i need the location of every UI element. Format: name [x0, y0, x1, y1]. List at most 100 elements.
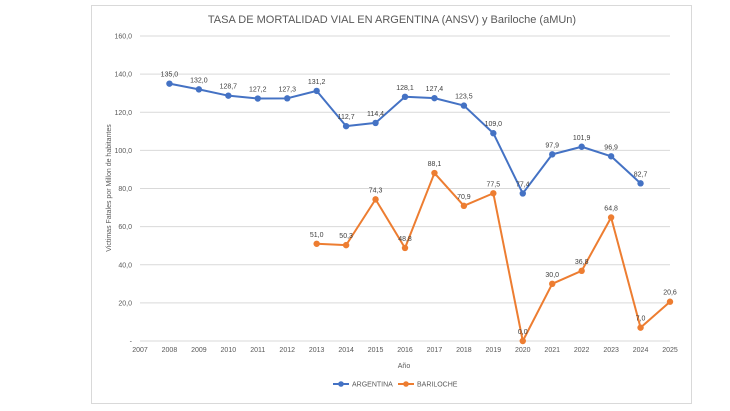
- data-label-argentina: 123,5: [455, 94, 473, 101]
- data-label-argentina: 109,0: [485, 121, 503, 128]
- data-point-bariloche: [490, 190, 497, 197]
- data-point-argentina: [195, 86, 203, 93]
- x-tick-label: 2016: [397, 347, 413, 354]
- data-point-bariloche: [549, 280, 556, 288]
- data-point-bariloche: [607, 214, 615, 221]
- data-point-argentina: [637, 180, 644, 187]
- series-argentina: [166, 80, 644, 197]
- x-tick-label: 2015: [368, 347, 384, 354]
- data-label-argentina: 82,7: [634, 171, 648, 178]
- y-tick-label: 60,0: [118, 224, 132, 231]
- data-label-bariloche: 88,1: [428, 161, 442, 168]
- data-point-argentina: [401, 93, 409, 101]
- data-label-argentina: 131,2: [308, 79, 326, 86]
- data-point-argentina: [549, 151, 556, 158]
- data-label-bariloche: 74,3: [369, 187, 383, 194]
- x-tick-label: 2025: [662, 347, 678, 354]
- data-label-bariloche: 64,8: [604, 205, 618, 212]
- data-point-argentina: [607, 153, 615, 160]
- x-tick-label: 2020: [515, 347, 531, 354]
- data-point-bariloche: [637, 324, 644, 331]
- data-label-bariloche: 48,8: [398, 236, 412, 243]
- x-tick-label: 2024: [633, 347, 649, 354]
- y-axis-label: Victimas Fatales por Millon de habitante…: [106, 124, 113, 252]
- data-point-bariloche: [401, 244, 409, 252]
- x-tick-label: 2011: [250, 347, 265, 354]
- series-line-bariloche: [316, 172, 671, 342]
- data-labels: 135,0 132,0 128,7 127,2 127,3 131,2 112,7 114,4…: [161, 72, 677, 336]
- x-tick-label: 2010: [221, 347, 237, 354]
- x-tick-label: 2012: [279, 347, 295, 354]
- y-tick-label: 160,0: [114, 34, 132, 41]
- data-point-argentina: [460, 102, 468, 109]
- data-point-argentina: [431, 94, 438, 102]
- x-tick-label: 2019: [486, 347, 502, 354]
- data-label-argentina: 135,0: [161, 72, 179, 79]
- data-point-bariloche: [578, 267, 585, 275]
- y-axis-ticks: - 20,0 40,0 60,0 80,0 100,0 120,0 140,0 160,0: [114, 34, 132, 346]
- data-label-bariloche: 0,0: [518, 329, 528, 336]
- x-tick-label: 2021: [544, 347, 560, 354]
- x-axis-label: Año: [398, 363, 411, 370]
- data-label-argentina: 112,7: [338, 114, 355, 121]
- series-bariloche: [313, 169, 674, 345]
- y-tick-label: 20,0: [118, 300, 132, 307]
- series-line-argentina: [169, 82, 642, 195]
- x-tick-label: 2007: [132, 347, 148, 354]
- y-tick-label: 120,0: [114, 110, 132, 117]
- legend: ARGENTINA BARILOCHE: [333, 381, 458, 389]
- data-point-argentina: [284, 95, 291, 102]
- data-label-bariloche: 77,5: [487, 181, 501, 188]
- data-label-argentina: 96,9: [604, 144, 618, 151]
- data-point-argentina: [519, 190, 526, 197]
- y-tick-label: 140,0: [114, 72, 132, 79]
- data-label-bariloche: 30,0: [545, 272, 559, 279]
- chart-title: TASA DE MORTALIDAD VIAL EN ARGENTINA (AN…: [208, 14, 576, 26]
- legend-item-argentina: ARGENTINA: [333, 381, 393, 389]
- legend-marker: [338, 381, 344, 387]
- x-tick-label: 2018: [456, 347, 472, 354]
- data-point-bariloche: [342, 241, 350, 249]
- y-tick-label: 100,0: [114, 148, 132, 155]
- data-label-argentina: 127,3: [278, 86, 296, 93]
- data-point-argentina: [225, 92, 232, 99]
- x-axis-ticks: 2007 2008 2009 2010 2011 2012 2013 2014 2015 2016…: [132, 347, 678, 354]
- data-label-bariloche: 36,8: [575, 259, 589, 266]
- gridlines: [140, 35, 670, 342]
- data-label-bariloche: 51,0: [310, 232, 324, 239]
- data-label-argentina: 127,2: [249, 87, 267, 94]
- data-label-argentina: 101,9: [573, 135, 591, 142]
- data-point-argentina: [372, 119, 379, 127]
- y-tick-label: 80,0: [118, 186, 132, 193]
- data-label-argentina: 127,4: [426, 86, 444, 93]
- series: [166, 80, 674, 345]
- data-point-bariloche: [460, 202, 468, 210]
- data-point-bariloche: [519, 337, 526, 345]
- data-point-argentina: [342, 122, 350, 130]
- y-tick-label: 40,0: [118, 262, 132, 269]
- data-label-argentina: 114,4: [367, 111, 384, 118]
- data-label-argentina: 77,4: [516, 181, 530, 188]
- legend-label: ARGENTINA: [352, 382, 393, 389]
- x-tick-label: 2013: [309, 347, 325, 354]
- data-point-argentina: [313, 87, 320, 95]
- data-label-argentina: 97,9: [545, 142, 559, 149]
- data-point-bariloche: [431, 169, 438, 177]
- data-label-argentina: 128,1: [396, 85, 414, 92]
- x-tick-label: 2008: [162, 347, 178, 354]
- data-point-argentina: [166, 80, 173, 87]
- data-point-argentina: [578, 143, 585, 150]
- data-point-bariloche: [666, 298, 674, 305]
- legend-marker: [403, 381, 409, 387]
- x-tick-label: 2014: [338, 347, 354, 354]
- y-tick-label: -: [130, 339, 133, 346]
- x-tick-label: 2022: [574, 347, 590, 354]
- data-point-bariloche: [313, 240, 320, 247]
- x-tick-label: 2009: [191, 347, 207, 354]
- data-point-bariloche: [372, 196, 379, 203]
- data-label-bariloche: 50,3: [339, 233, 353, 240]
- data-label-bariloche: 70,9: [457, 194, 471, 201]
- data-label-argentina: 128,7: [220, 84, 238, 91]
- legend-item-bariloche: BARILOCHE: [398, 381, 458, 389]
